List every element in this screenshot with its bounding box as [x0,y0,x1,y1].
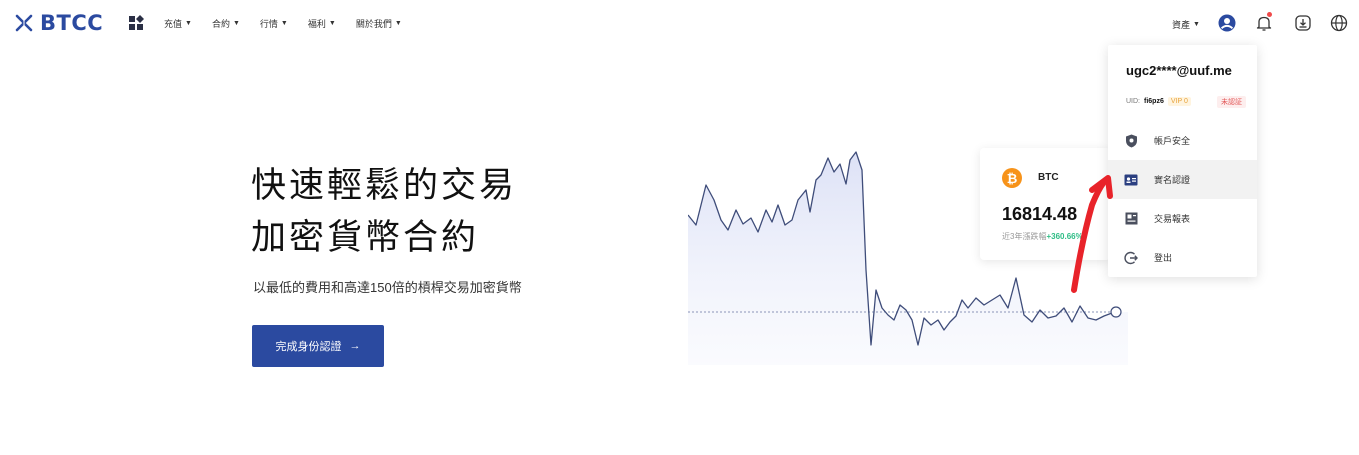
cta-label: 完成身份認證 [275,341,342,353]
current-price-marker [1110,306,1122,318]
account-dropdown-menu: ugc2****@uuf.me UID: fi6pz6 VIP 0 未認証 帳戶… [1108,45,1257,277]
vip-badge: VIP 0 [1167,97,1191,106]
nav-about[interactable]: 關於我們 ▼ [356,17,402,30]
caret-down-icon: ▼ [280,20,288,27]
nav-assets-label: 資產 [1172,20,1191,30]
logout-icon [1124,251,1138,265]
uid-value: fi6pz6 [1144,98,1164,105]
verify-status-badge: 未認証 [1217,96,1246,108]
notification-dot [1267,12,1272,17]
btc-price: 16814.48 [1002,204,1078,224]
nav-markets-label: 行情 [259,19,278,29]
nav-deposit[interactable]: 充值 ▼ [164,17,192,30]
btc-change-label: 近3年漲跌幅 [1002,232,1047,241]
annotation-arrow [1071,175,1113,293]
menu-item-account-security[interactable]: 帳戶安全 [1108,121,1257,160]
user-icon [1218,14,1236,32]
caret-down-icon: ▼ [1193,21,1200,28]
download-button[interactable] [1292,12,1314,34]
menu-item-trade-report[interactable]: 交易報表 [1108,199,1257,238]
menu-item-label: 實名認證 [1154,175,1191,185]
report-icon [1124,212,1138,226]
nav-contracts-label: 合約 [211,19,230,29]
chart-line [688,151,1113,346]
nav-assets[interactable]: 資產 ▼ [1172,18,1200,31]
caret-down-icon: ▼ [185,20,192,27]
account-button[interactable] [1216,12,1238,34]
nav-rewards-label: 福利 [307,19,326,29]
bell-icon [1256,16,1272,31]
notifications-button[interactable] [1253,12,1275,34]
account-email: ugc2****@uuf.me [1126,63,1232,78]
arrow-right-icon: → [349,340,361,352]
menu-item-identity-verification[interactable]: 實名認證 [1108,160,1257,199]
btc-change-value: +360.66% [1046,232,1083,241]
menu-item-label: 帳戶安全 [1154,136,1191,146]
chart-area [688,152,1128,365]
bitcoin-icon: ₿ [1002,168,1022,188]
language-button[interactable] [1328,12,1350,34]
menu-item-label: 登出 [1154,253,1173,263]
nav-rewards[interactable]: 福利 ▼ [308,17,336,30]
brand-name: BTCC [40,11,104,35]
menu-item-logout[interactable]: 登出 [1108,238,1257,277]
price-chart-graphic [688,151,1128,365]
btc-symbol: BTC [1038,172,1059,183]
shield-icon [1124,134,1138,148]
main-menu: 充值 ▼ 合約 ▼ 行情 ▼ 福利 ▼ 關於我們 ▼ [164,17,402,30]
brand-logo[interactable]: BTCC [14,11,103,35]
nav-contracts[interactable]: 合約 ▼ [212,17,240,30]
complete-verification-button[interactable]: 完成身份認證 → [252,325,384,367]
top-nav-bar: BTCC 充值 ▼ 合約 ▼ 行情 ▼ 福利 ▼ 關於我們 ▼ 資產 [0,0,1359,48]
nav-about-label: 關於我們 [355,19,392,29]
id-card-icon [1124,173,1138,187]
btc-change: 近3年漲跌幅+360.66% [1002,231,1083,242]
hero-subtitle: 以最低的費用和高達150倍的槓桿交易加密貨幣 [253,280,522,295]
nav-deposit-label: 充值 [164,19,183,29]
btcc-logo-icon [15,14,33,32]
btc-price-card: ₿ BTC 16814.48 近3年漲跌幅+360.66% [980,148,1110,260]
caret-down-icon: ▼ [394,20,402,27]
menu-item-label: 交易報表 [1154,214,1191,224]
account-uid: UID: fi6pz6 VIP 0 [1126,97,1191,106]
uid-label: UID: [1126,98,1140,105]
caret-down-icon: ▼ [328,20,336,27]
caret-down-icon: ▼ [232,20,240,27]
nav-markets[interactable]: 行情 ▼ [260,17,288,30]
hero-title: 快速輕鬆的交易 加密貨幣合約 [251,160,517,264]
hero-title-line2: 加密貨幣合約 [251,218,480,257]
globe-icon [1330,14,1348,32]
download-icon [1295,15,1311,31]
hero-title-line1: 快速輕鬆的交易 [251,166,518,205]
account-menu-list: 帳戶安全 實名認證 交易報表 登出 [1108,121,1257,277]
apps-grid-icon[interactable] [128,15,144,31]
